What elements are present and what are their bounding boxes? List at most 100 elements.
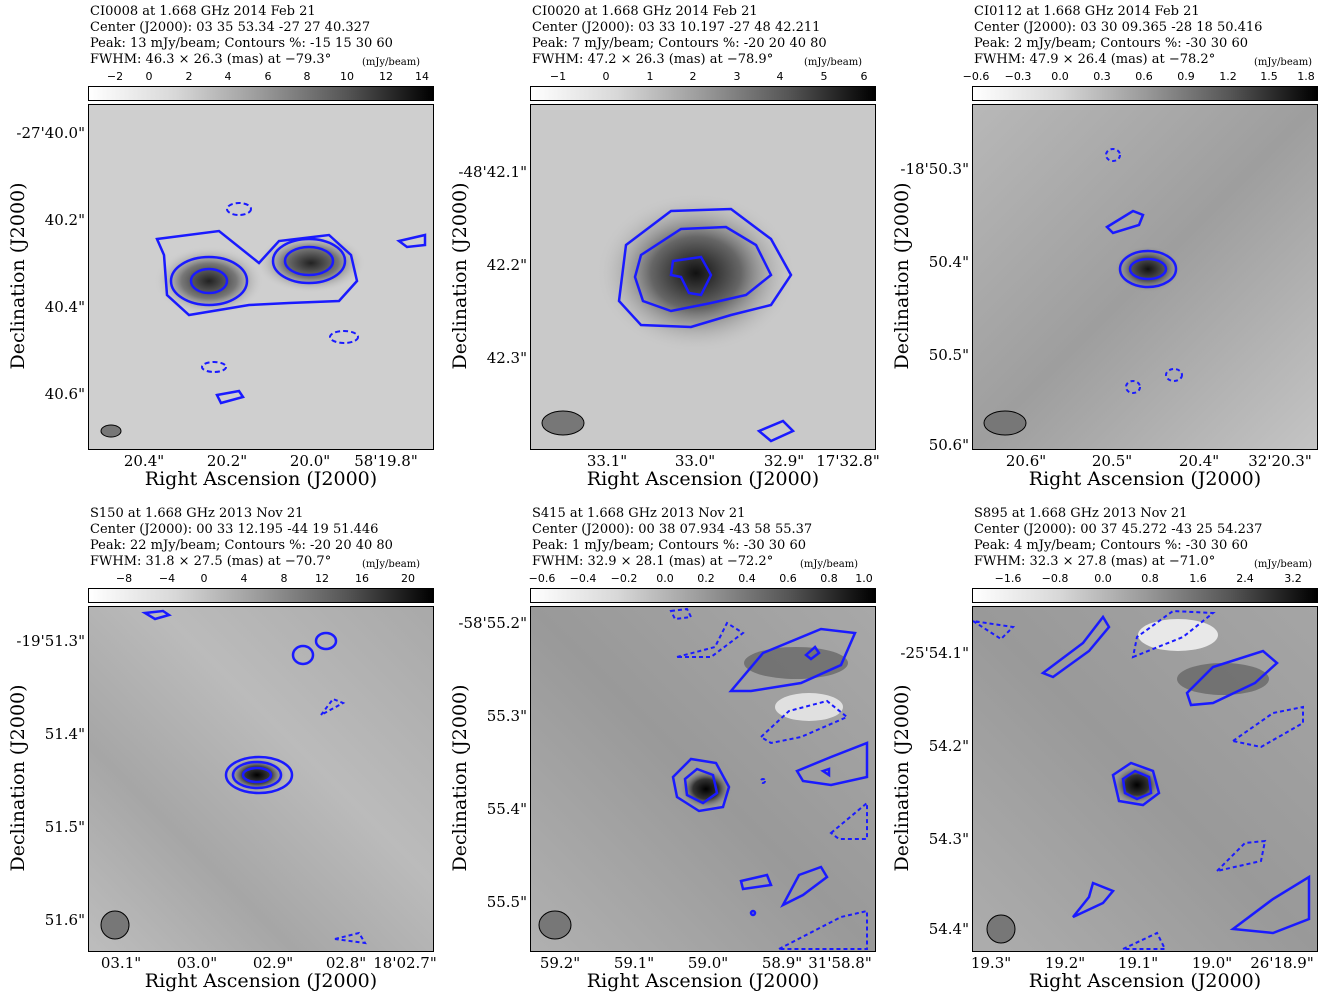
cbar-tick: 0 (602, 70, 610, 83)
image-plot (972, 606, 1318, 952)
colorbar (530, 86, 876, 101)
y-tick: 42.3" (486, 349, 527, 367)
peak-contours: Peak: 2 mJy/beam; Contours %: -30 30 60 (974, 36, 1249, 51)
x-axis-label: Right Ascension (J2000) (144, 970, 378, 992)
cbar-tick: 0.0 (1051, 70, 1069, 83)
y-tick: 51.5" (44, 818, 85, 836)
colorbar-ticks: −0.6 −0.4 −0.2 0.0 0.2 0.4 0.6 0.8 1.0 (528, 572, 876, 588)
panel-s415: S415 at 1.668 GHz 2013 Nov 21 Center (J2… (442, 502, 887, 1000)
y-tick: -19'51.3" (16, 632, 85, 650)
cbar-tick: −0.6 (528, 572, 556, 585)
x-tick: 20.4" (123, 452, 165, 470)
cbar-tick: 6 (264, 70, 272, 83)
y-axis-label: Declination (J2000) (891, 684, 913, 872)
y-axis-label: Declination (J2000) (449, 684, 471, 872)
cbar-tick: −2 (106, 70, 124, 83)
cbar-tick: 20 (401, 572, 415, 585)
colorbar-ticks: −0.6 −0.3 0.0 0.3 0.6 0.9 1.2 1.5 1.8 (963, 70, 1318, 86)
center-coords: Center (J2000): 00 38 07.934 -43 58 55.3… (532, 522, 813, 537)
beam-ellipse (986, 914, 1016, 944)
x-tick: 33.1" (586, 452, 628, 470)
image-plot (530, 104, 876, 450)
cbar-tick: 1.5 (1260, 70, 1278, 83)
source-title: CI0008 at 1.668 GHz 2014 Feb 21 (90, 4, 316, 19)
fwhm: FWHM: 32.3 × 27.8 (mas) at −71.0° (974, 554, 1216, 569)
x-tick: 59.2" (539, 954, 581, 972)
cbar-tick: 0.0 (656, 572, 674, 585)
y-tick: 51.6" (44, 911, 85, 929)
panel-header: S150 at 1.668 GHz 2013 Nov 21 Center (J2… (90, 506, 393, 570)
cbar-tick: 0 (200, 572, 208, 585)
center-coords: Center (J2000): 03 33 10.197 -27 48 42.2… (532, 20, 821, 35)
y-tick: 50.6" (928, 436, 969, 454)
fwhm: FWHM: 47.2 × 26.3 (mas) at −78.9° (532, 52, 774, 67)
cbar-tick: 1.8 (1297, 70, 1315, 83)
x-tick: 02.8" (325, 954, 367, 972)
x-tick: 26'18.9" (1250, 954, 1314, 972)
cbar-tick: 4 (776, 70, 784, 83)
y-tick: -27'40.0" (16, 124, 85, 142)
x-tick: 20.6" (1005, 452, 1047, 470)
beam-ellipse (100, 424, 122, 438)
colorbar-units: (mJy/beam) (1254, 57, 1313, 68)
cbar-tick: 14 (415, 70, 429, 83)
source-title: S150 at 1.668 GHz 2013 Nov 21 (90, 506, 304, 521)
colorbar (972, 86, 1318, 101)
beam-ellipse (541, 410, 585, 436)
x-tick: 32.9" (763, 452, 805, 470)
panel-header: S895 at 1.668 GHz 2013 Nov 21 Center (J2… (974, 506, 1262, 570)
cbar-tick: 12 (379, 70, 393, 83)
cbar-tick: −0.4 (569, 572, 597, 585)
colorbar-units: (mJy/beam) (804, 57, 863, 68)
colorbar-ticks: −1.6 −0.8 0.0 0.8 1.6 2.4 3.2 (972, 572, 1318, 588)
x-axis-label: Right Ascension (J2000) (144, 468, 378, 490)
colorbar-ticks: −8 −4 0 4 8 12 16 20 (88, 572, 434, 588)
colorbar-ticks: −2 0 2 4 6 8 10 12 14 (88, 70, 434, 86)
x-tick: 59.0" (687, 954, 729, 972)
peak-contours: Peak: 7 mJy/beam; Contours %: -20 20 40 … (532, 36, 827, 51)
cbar-tick: −0.3 (1004, 70, 1032, 83)
x-tick: 17'32.8" (816, 452, 880, 470)
x-tick: 19.1" (1117, 954, 1159, 972)
fwhm: FWHM: 31.8 × 27.5 (mas) at −70.7° (90, 554, 332, 569)
cbar-tick: 6 (860, 70, 868, 83)
cbar-tick: 10 (340, 70, 354, 83)
cbar-tick: 8 (280, 572, 288, 585)
panel-header: S415 at 1.668 GHz 2013 Nov 21 Center (J2… (532, 506, 812, 570)
colorbar-units: (mJy/beam) (362, 57, 421, 68)
panel-header: CI0020 at 1.668 GHz 2014 Feb 21 Center (… (532, 4, 827, 68)
peak-contours: Peak: 4 mJy/beam; Contours %: -30 30 60 (974, 538, 1249, 553)
source-title: CI0020 at 1.668 GHz 2014 Feb 21 (532, 4, 758, 19)
cbar-tick: 0.6 (779, 572, 797, 585)
center-coords: Center (J2000): 03 30 09.365 -28 18 50.4… (974, 20, 1263, 35)
panel-header: CI0112 at 1.668 GHz 2014 Feb 21 Center (… (974, 4, 1262, 68)
y-axis-label: Declination (J2000) (449, 182, 471, 370)
cbar-tick: 1.2 (1219, 70, 1237, 83)
y-tick: -25'54.1" (900, 644, 969, 662)
cbar-tick: 5 (820, 70, 828, 83)
colorbar (88, 588, 434, 603)
y-tick: -18'50.3" (900, 160, 969, 178)
cbar-tick: 0.2 (697, 572, 715, 585)
image-plot (530, 606, 876, 952)
cbar-tick: 4 (240, 572, 248, 585)
cbar-tick: 1 (646, 70, 654, 83)
panel-ci0112: CI0112 at 1.668 GHz 2014 Feb 21 Center (… (884, 0, 1329, 498)
x-tick: 03.0" (176, 954, 218, 972)
cbar-tick: 0.8 (1141, 572, 1159, 585)
cbar-tick: 12 (315, 572, 329, 585)
x-axis-label: Right Ascension (J2000) (586, 468, 820, 490)
cbar-tick: 3 (733, 70, 741, 83)
panel-s150: S150 at 1.668 GHz 2013 Nov 21 Center (J2… (0, 502, 445, 1000)
cbar-tick: 2 (185, 70, 193, 83)
image-plot (88, 606, 434, 952)
x-tick: 59.1" (613, 954, 655, 972)
center-coords: Center (J2000): 00 37 45.272 -43 25 54.2… (974, 522, 1263, 537)
cbar-tick: −1.6 (994, 572, 1022, 585)
source-title: CI0112 at 1.668 GHz 2014 Feb 21 (974, 4, 1200, 19)
y-tick: 54.4" (928, 920, 969, 938)
x-axis-label: Right Ascension (J2000) (1028, 970, 1262, 992)
colorbar-ticks: −1 0 1 2 3 4 5 6 (530, 70, 876, 86)
cbar-tick: 16 (355, 572, 369, 585)
y-tick: 55.4" (486, 800, 527, 818)
